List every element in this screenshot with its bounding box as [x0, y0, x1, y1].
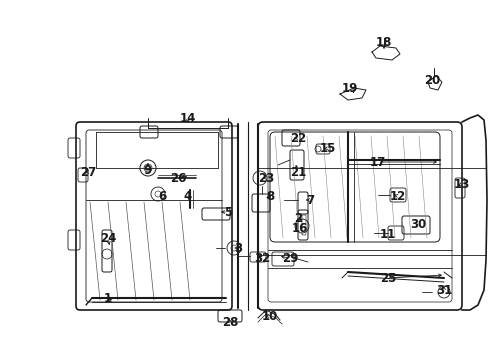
Text: 16: 16: [291, 221, 307, 234]
Text: 21: 21: [289, 166, 305, 179]
Text: 25: 25: [379, 271, 395, 284]
Text: 2: 2: [293, 211, 302, 225]
Text: 18: 18: [375, 36, 391, 49]
Text: 10: 10: [262, 310, 278, 323]
Text: 11: 11: [379, 228, 395, 240]
Text: 27: 27: [80, 166, 96, 179]
Text: 6: 6: [158, 189, 166, 202]
Text: 32: 32: [253, 252, 269, 265]
Text: 7: 7: [305, 194, 313, 207]
Text: 8: 8: [265, 189, 274, 202]
Text: 20: 20: [423, 73, 439, 86]
Text: 19: 19: [341, 81, 357, 94]
Text: 14: 14: [180, 112, 196, 125]
Text: 5: 5: [224, 206, 232, 219]
Text: 13: 13: [453, 177, 469, 190]
Text: 28: 28: [222, 315, 238, 328]
Text: 9: 9: [143, 163, 152, 176]
Text: 15: 15: [319, 141, 336, 154]
Text: 23: 23: [257, 171, 274, 184]
Text: 22: 22: [289, 131, 305, 144]
Text: 3: 3: [233, 242, 242, 255]
Text: 26: 26: [169, 171, 186, 184]
Text: 30: 30: [409, 217, 425, 230]
Text: 29: 29: [281, 252, 298, 265]
Text: 1: 1: [104, 292, 112, 305]
Text: 31: 31: [435, 284, 451, 297]
Text: 17: 17: [369, 156, 386, 168]
Text: 4: 4: [183, 189, 192, 202]
Text: 24: 24: [100, 231, 116, 244]
Text: 12: 12: [389, 189, 406, 202]
